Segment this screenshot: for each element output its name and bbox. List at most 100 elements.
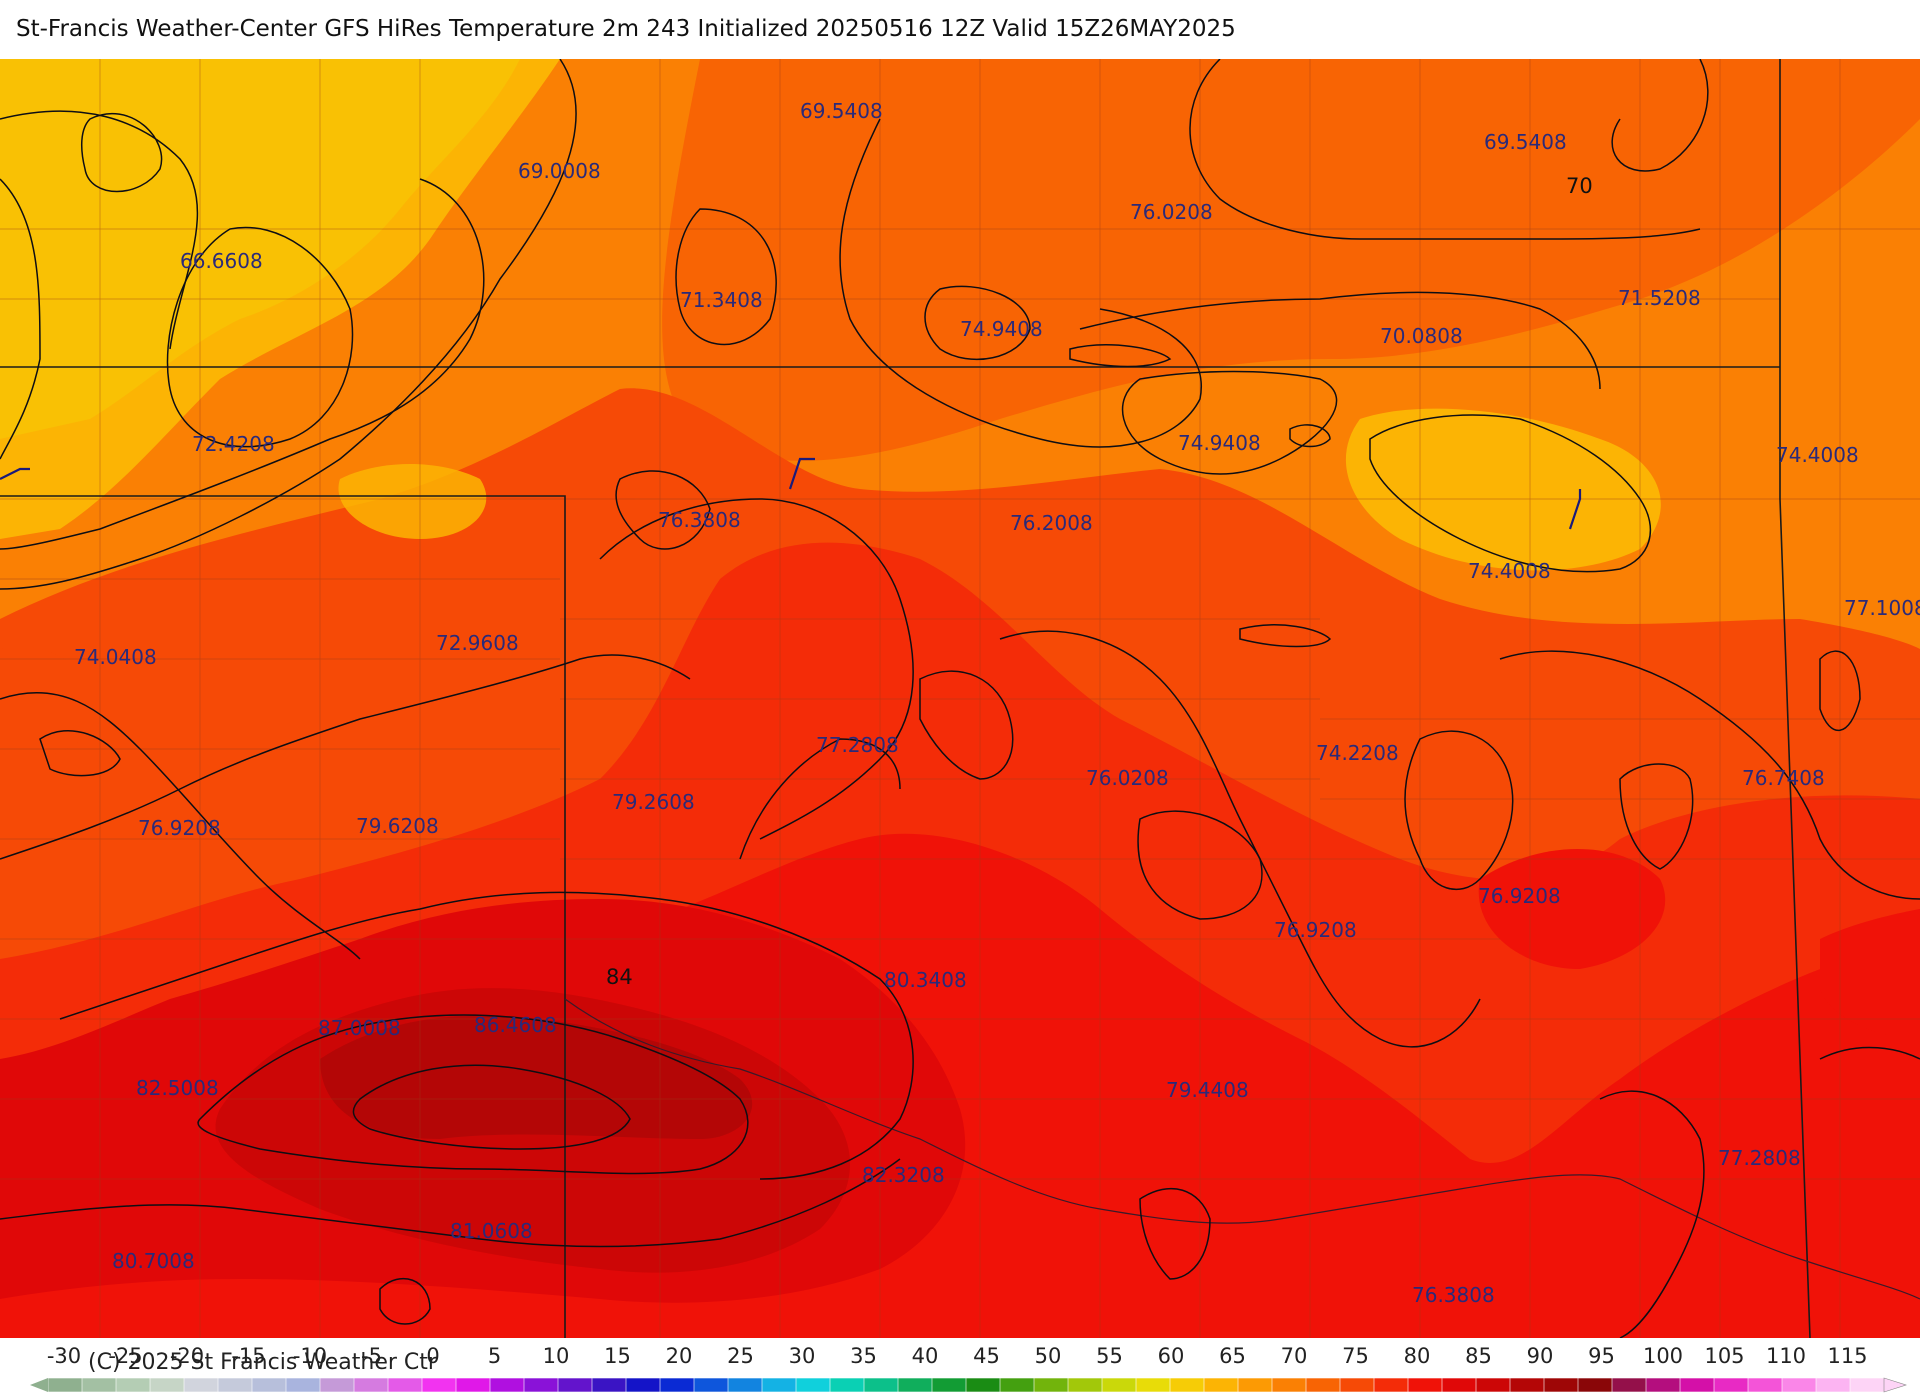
colorbar-cell xyxy=(1645,1377,1681,1393)
colorbar xyxy=(30,1377,1907,1393)
isotherm-labels: 70 84 xyxy=(606,174,1593,989)
colorbar-tick-label: 15 xyxy=(604,1344,631,1368)
colorbar-tick-label: 20 xyxy=(665,1344,693,1368)
colorbar-cell xyxy=(829,1377,865,1393)
value-label: 74.9408 xyxy=(1178,431,1261,455)
colorbar-tick-label: -20 xyxy=(169,1344,205,1368)
colorbar-cell xyxy=(489,1377,525,1393)
value-label: 74.4008 xyxy=(1468,559,1551,583)
colorbar-cell xyxy=(1169,1377,1205,1393)
colorbar-tick-label: 50 xyxy=(1034,1344,1062,1368)
value-label: 72.9608 xyxy=(436,631,519,655)
value-label: 76.3808 xyxy=(658,508,741,532)
value-label: 76.9208 xyxy=(1274,918,1357,942)
isotherm-label: 70 xyxy=(1566,174,1593,198)
colorbar-cell xyxy=(1577,1377,1613,1393)
value-label: 79.6208 xyxy=(356,814,439,838)
colorbar-cell xyxy=(421,1377,457,1393)
colorbar-cell xyxy=(319,1377,355,1393)
colorbar-cell xyxy=(285,1377,321,1393)
colorbar-cell xyxy=(1475,1377,1511,1393)
colorbar-cell xyxy=(965,1377,1001,1393)
colorbar-tick-label: 10 xyxy=(542,1344,570,1368)
colorbar-tick-label: 25 xyxy=(727,1344,754,1368)
colorbar-cell xyxy=(455,1377,491,1393)
colorbar-tick-label: 40 xyxy=(911,1344,939,1368)
value-label: 71.5208 xyxy=(1618,286,1701,310)
colorbar-cell xyxy=(1407,1377,1443,1393)
colorbar-tick-label: 105 xyxy=(1704,1344,1745,1368)
map-title: St-Francis Weather-Center GFS HiRes Temp… xyxy=(16,16,1236,42)
colorbar-tick-label: 35 xyxy=(850,1344,877,1368)
value-label: 77.2808 xyxy=(816,733,899,757)
value-label: 74.4008 xyxy=(1776,443,1859,467)
colorbar-cell xyxy=(1713,1377,1749,1393)
colorbar-tick-label: 55 xyxy=(1096,1344,1123,1368)
colorbar-tick-label: 115 xyxy=(1827,1344,1868,1368)
colorbar-tick-label: 100 xyxy=(1642,1344,1684,1368)
colorbar-cell xyxy=(863,1377,899,1393)
colorbar-cell xyxy=(1033,1377,1069,1393)
colorbar-cell xyxy=(1747,1377,1783,1393)
colorbar-cell xyxy=(1135,1377,1171,1393)
value-label: 87.0008 xyxy=(318,1016,401,1040)
colorbar-cell xyxy=(1271,1377,1307,1393)
colorbar-tick-label: 75 xyxy=(1342,1344,1369,1368)
colorbar-cell xyxy=(897,1377,933,1393)
colorbar-cell xyxy=(217,1377,253,1393)
colorbar-tick-label: 80 xyxy=(1403,1344,1431,1368)
colorbar-cell xyxy=(659,1377,695,1393)
value-label: 72.4208 xyxy=(192,432,275,456)
temperature-value-labels: 69.5408 69.0008 66.6608 71.3408 76.0208 … xyxy=(74,99,1920,1307)
colorbar-tick-label: 70 xyxy=(1280,1344,1308,1368)
wind-barbs xyxy=(0,457,1582,530)
value-label: 86.4608 xyxy=(474,1013,557,1037)
colorbar-cell xyxy=(1815,1377,1851,1393)
temperature-fill-layer xyxy=(0,59,1920,1338)
value-label: 82.3208 xyxy=(862,1163,945,1187)
colorbar-cell xyxy=(251,1377,287,1393)
colorbar-tick-label: 30 xyxy=(788,1344,816,1368)
colorbar-cell xyxy=(625,1377,661,1393)
value-label: 79.2608 xyxy=(612,790,695,814)
colorbar-tick-label: -15 xyxy=(231,1344,266,1368)
colorbar-tick-label: 90 xyxy=(1526,1344,1554,1368)
value-label: 80.3408 xyxy=(884,968,967,992)
colorbar-cell xyxy=(999,1377,1035,1393)
colorbar-cell xyxy=(1679,1377,1715,1393)
value-label: 74.0408 xyxy=(74,645,157,669)
colorbar-tick-label: -5 xyxy=(361,1344,382,1368)
value-label: 81.0608 xyxy=(450,1219,533,1243)
colorbar-cell xyxy=(1373,1377,1409,1393)
colorbar-cell xyxy=(931,1377,967,1393)
temperature-map: 69.5408 69.0008 66.6608 71.3408 76.0208 … xyxy=(0,59,1920,1338)
colorbar-tick-label: -25 xyxy=(108,1344,143,1368)
value-label: 76.0208 xyxy=(1086,766,1169,790)
colorbar-cell xyxy=(1305,1377,1341,1393)
value-label: 69.0008 xyxy=(518,159,601,183)
value-label: 77.2808 xyxy=(1718,1146,1801,1170)
value-label: 71.3408 xyxy=(680,288,763,312)
colorbar-cell xyxy=(353,1377,389,1393)
colorbar-ticks: -30 -25 -20 -15 -10 -5 0 5 10 15 20 25 30 35 40 45 50 55 6… xyxy=(0,1344,1920,1370)
colorbar-tick-label: 110 xyxy=(1765,1344,1807,1368)
colorbar-cell xyxy=(1101,1377,1137,1393)
colorbar-cell xyxy=(591,1377,627,1393)
temperature-map-canvas: 69.5408 69.0008 66.6608 71.3408 76.0208 … xyxy=(0,59,1920,1338)
value-label: 76.0208 xyxy=(1130,200,1213,224)
value-label: 69.5408 xyxy=(800,99,883,123)
colorbar-cell xyxy=(1441,1377,1477,1393)
colorbar-cell xyxy=(1067,1377,1103,1393)
colorbar-cell xyxy=(149,1377,185,1393)
colorbar-tick-label: 0 xyxy=(426,1344,440,1368)
copyright-notice: (C) 2025 St Francis Weather Ctr xyxy=(88,1350,437,1375)
colorbar-cell xyxy=(795,1377,831,1393)
colorbar-cell xyxy=(1781,1377,1817,1393)
colorbar-low-arrow xyxy=(30,1378,48,1392)
isotherm-label: 84 xyxy=(606,965,633,989)
colorbar-high-arrow xyxy=(1883,1377,1907,1393)
value-label: 76.7408 xyxy=(1742,766,1825,790)
colorbar-cell xyxy=(387,1377,423,1393)
colorbar-cell xyxy=(1849,1377,1885,1393)
colorbar-cell xyxy=(1203,1377,1239,1393)
